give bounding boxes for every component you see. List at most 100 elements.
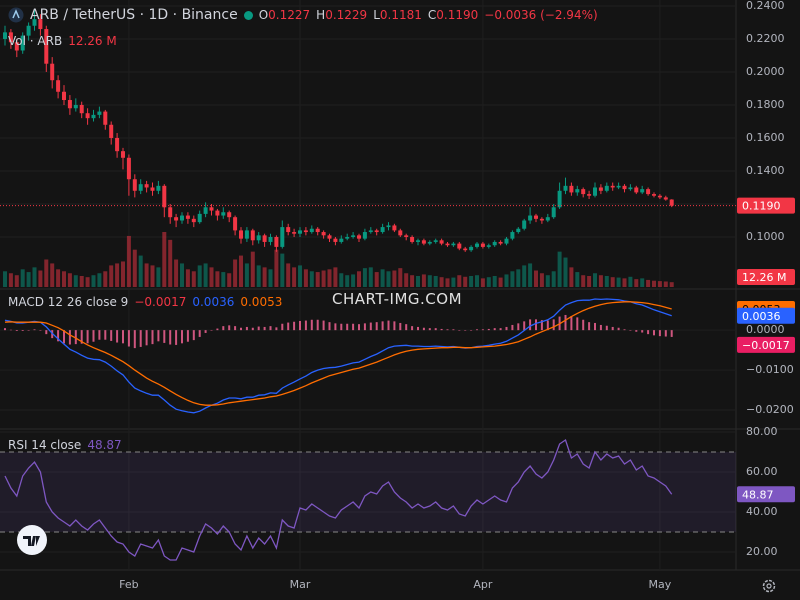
macd-histogram-bar [192, 330, 195, 341]
volume-bar [162, 232, 167, 287]
candle-body [451, 243, 456, 246]
macd-histogram-bar [340, 323, 343, 331]
macd-histogram-bar [245, 326, 248, 331]
volume-bar [144, 263, 149, 287]
macd-histogram-bar [316, 319, 319, 331]
volume-bar [268, 269, 273, 287]
candle-body [126, 157, 131, 180]
macd-histogram-bar [375, 322, 378, 331]
macd-histogram-bar [304, 320, 307, 331]
ohlc-key: C [427, 8, 437, 22]
macd-histogram-bar [446, 329, 449, 331]
candle-body [498, 241, 503, 244]
macd-histogram-bar [346, 323, 349, 331]
volume-bar [398, 268, 403, 287]
macd-histogram-bar [310, 319, 313, 331]
candle-body [386, 225, 391, 228]
volume-bar [587, 276, 592, 287]
y-tick-label: 0.1000 [746, 230, 785, 243]
candle-body [244, 230, 249, 239]
macd-histogram-bar [369, 322, 372, 331]
y-tick-label: 0.1600 [746, 131, 785, 144]
volume-bar [286, 263, 291, 287]
volume-bar [528, 263, 533, 287]
candle-body [528, 215, 533, 221]
macd-histogram-bar [464, 330, 467, 331]
y-tick-label: 80.00 [746, 425, 778, 438]
candle-body [480, 243, 485, 247]
candle-body [162, 185, 167, 208]
volume-bar [616, 277, 621, 287]
ohlc-value: 0.1190 [436, 8, 479, 22]
volume-bar [327, 269, 332, 287]
volume-bar [203, 263, 208, 287]
volume-bar [539, 273, 544, 287]
candle-body [144, 184, 149, 188]
candle-body [97, 111, 102, 115]
volume-bar [640, 278, 645, 287]
candle-body [79, 104, 84, 114]
volume-bar [250, 251, 255, 287]
macd-histogram-bar [57, 330, 60, 342]
volume-bar [239, 255, 243, 287]
volume-bar [274, 249, 279, 287]
volume-bar [50, 263, 55, 287]
symbol-title: ARB / TetherUS · 1D · Binance [30, 7, 238, 23]
macd-histogram-bar [27, 330, 30, 331]
candle-body [121, 151, 125, 158]
macd-histogram-bar [328, 322, 331, 331]
volume-bar [581, 275, 586, 287]
macd-histogram-bar [393, 321, 396, 331]
volume-bar [439, 277, 444, 287]
volume-bar [321, 270, 326, 287]
rsi-line [4, 438, 673, 561]
macd-histogram-bar [629, 330, 632, 331]
candle-body [191, 218, 196, 223]
y-tick-label: −0.0200 [746, 403, 794, 416]
macd-histogram-bar [334, 323, 337, 331]
candle-body [20, 35, 25, 51]
volume-bar [138, 255, 143, 287]
macd-histogram-bar [452, 329, 455, 331]
candle-body [174, 217, 179, 221]
macd-histogram-bar [476, 329, 478, 331]
candle-body [3, 32, 7, 39]
candle-body [209, 207, 214, 211]
macd-histogram-bar [588, 322, 591, 331]
volume-bar [121, 261, 125, 287]
y-tick-label: 0.2000 [746, 65, 785, 78]
volume-bar [451, 277, 456, 287]
macd-histogram-bar [422, 327, 425, 331]
candle-body [256, 235, 261, 241]
ohlc-item: O0.1227 [259, 8, 310, 22]
macd-histogram-bar [133, 330, 136, 349]
macd-histogram-bar [399, 322, 402, 331]
candle-body [103, 111, 108, 125]
macd-histogram-bar [80, 330, 83, 344]
candle-body [227, 212, 232, 218]
volume-bar [298, 265, 302, 287]
macd-histogram-bar [664, 330, 667, 337]
candle-body [303, 230, 308, 233]
volume-bar [362, 268, 367, 287]
volume-bar [357, 271, 361, 287]
candle-body [132, 179, 137, 191]
macd-histogram-bar [68, 330, 71, 345]
volume-bar [315, 272, 320, 287]
x-tick-label: May [649, 578, 672, 591]
macd-histogram-bar [92, 330, 95, 342]
candle-body [534, 215, 538, 219]
candle-body [380, 227, 385, 233]
volume-bar [380, 269, 385, 287]
settings-icon[interactable] [761, 578, 777, 594]
volume-bar [345, 275, 350, 287]
macd-histogram-bar [411, 326, 414, 331]
volume-bar [593, 273, 597, 287]
macd-histogram-bar [641, 330, 644, 333]
candle-body [67, 100, 72, 109]
last-price-tag-bg [737, 197, 795, 214]
candle-body [286, 227, 291, 233]
volume-bar [646, 279, 651, 287]
volume-bar [97, 273, 102, 287]
candle-body [593, 187, 597, 196]
